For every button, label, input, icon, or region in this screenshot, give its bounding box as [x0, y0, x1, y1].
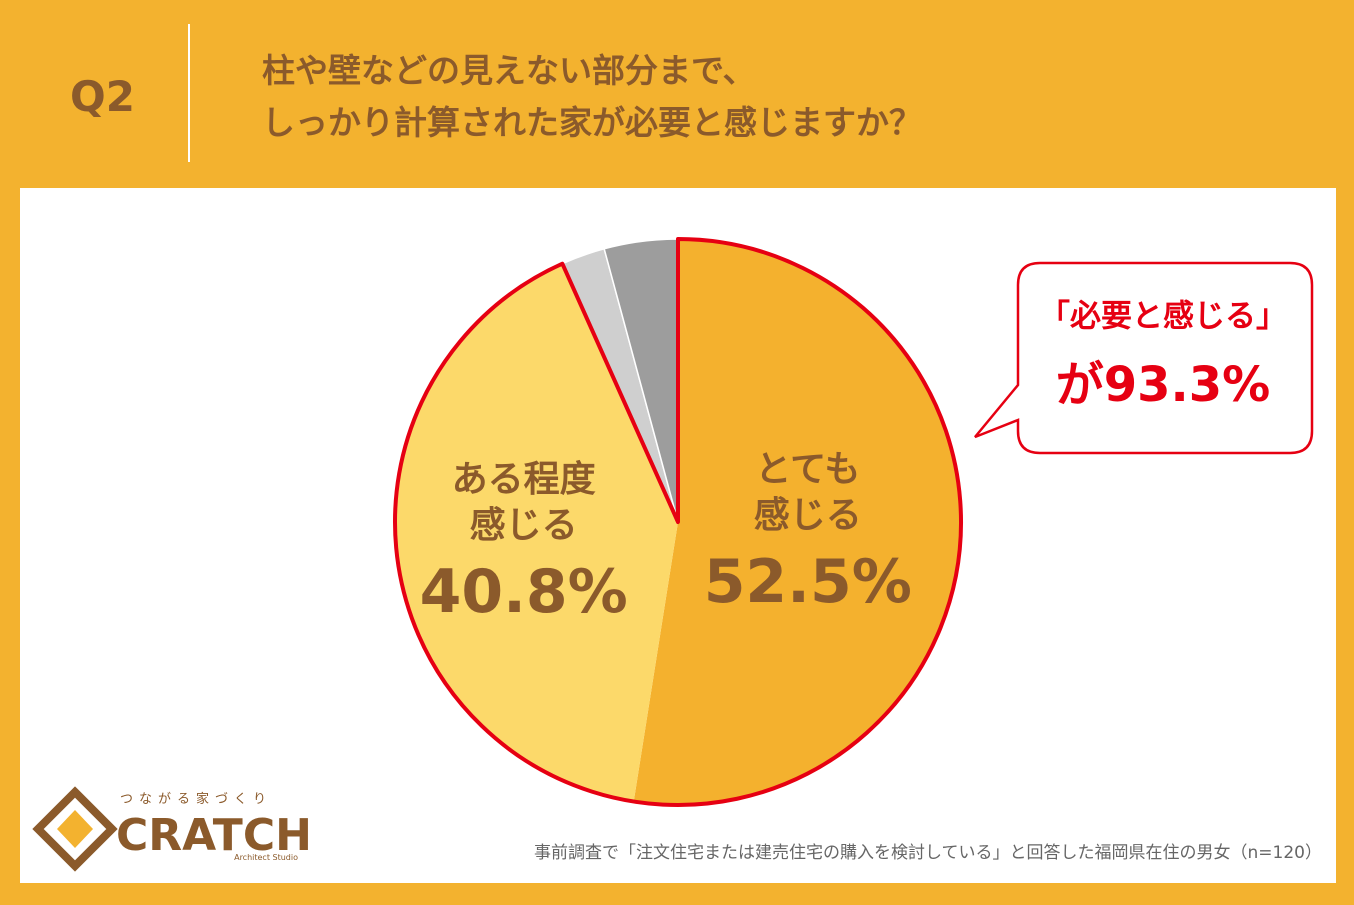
question: 柱や壁などの見えない部分まで、 しっかり計算された家が必要と感じますか？: [262, 45, 922, 149]
category-label: ある程度 感じる: [451, 459, 596, 547]
value-label: 40.8%: [419, 557, 628, 628]
question-line: しっかり計算された家が必要と感じますか？: [262, 103, 922, 142]
logo-tagline: つながる家づくり: [120, 791, 272, 807]
footnote: 事前調査で「注文住宅または建売住宅の購入を検討している」と回答した福岡県在住の男…: [534, 843, 1322, 863]
highlight-outline: [393, 237, 963, 807]
pie: [393, 237, 963, 807]
divider: [188, 24, 190, 162]
q-number: Q2: [70, 72, 135, 121]
logo-sub: Architect Studio: [234, 853, 298, 862]
callout-box: [974, 261, 1314, 455]
category-label: とても 感じる: [753, 449, 862, 537]
value-label: 52.5%: [703, 547, 912, 618]
callout-line2: が93.3%: [1056, 357, 1271, 413]
question-line: 柱や壁などの見えない部分まで、: [262, 51, 756, 90]
slice-label: とても 感じる 52.5%: [704, 447, 912, 617]
callout-line1: 「必要と感じる」: [1039, 299, 1287, 335]
pie-slice: [633, 239, 962, 805]
pie-slice: [395, 263, 678, 802]
logo-mark: [32, 786, 118, 872]
slice-label: ある程度 感じる 40.8%: [420, 457, 628, 627]
logo-name: CRATCH: [116, 810, 312, 861]
